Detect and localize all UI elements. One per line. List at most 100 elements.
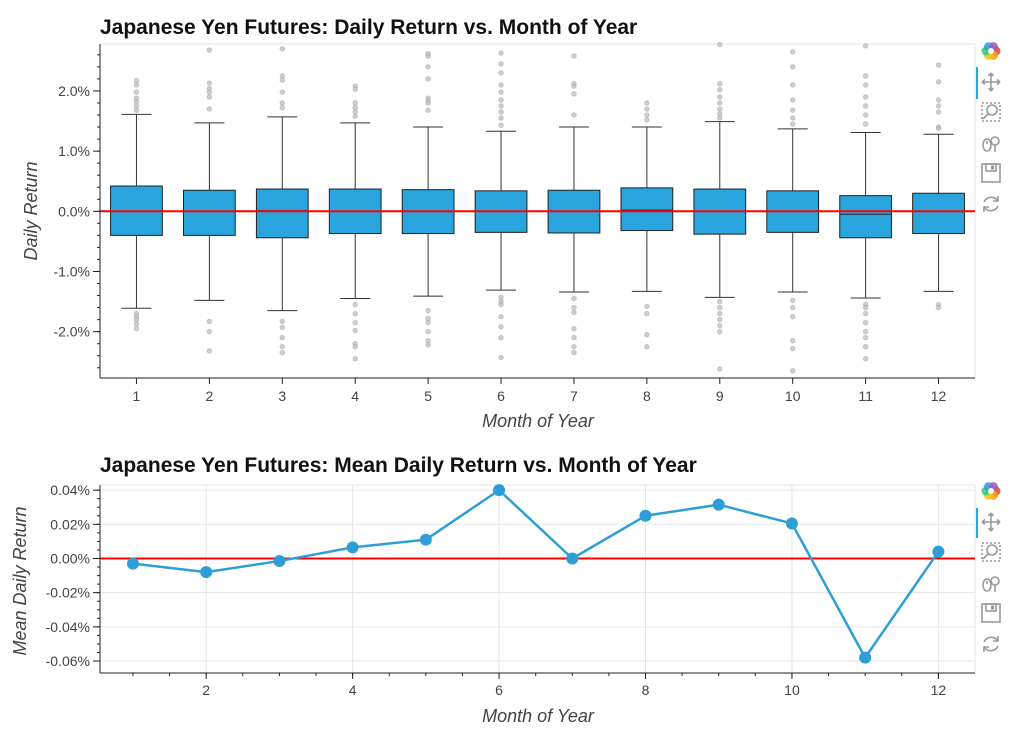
outlier-point: [571, 343, 577, 350]
outlier-point: [425, 64, 431, 70]
outlier-point: [862, 334, 869, 341]
outlier-point: [789, 82, 796, 88]
pan-icon[interactable]: [980, 71, 1002, 93]
outlier-point: [352, 319, 359, 326]
outlier-point: [279, 324, 286, 331]
save-icon[interactable]: [980, 602, 1002, 624]
outlier-point: [425, 319, 431, 326]
outlier-point: [935, 97, 942, 103]
outlier-point: [352, 310, 359, 317]
wheel-zoom-icon[interactable]: [980, 572, 1002, 594]
line-chart-frame: [99, 484, 976, 674]
outlier-point: [571, 83, 577, 89]
box: [255, 188, 309, 239]
outlier-point: [425, 307, 431, 314]
bokeh-logo-icon: [980, 480, 1002, 502]
outlier-point: [716, 366, 723, 372]
outlier-point: [498, 301, 504, 308]
outlier-point: [862, 94, 869, 100]
outlier-point: [425, 107, 431, 113]
line-toolbar: [976, 480, 1006, 670]
mean-return-point: [859, 651, 872, 664]
box-zoom-icon[interactable]: [980, 101, 1002, 123]
outlier-point: [498, 50, 504, 56]
wheel-zoom-icon[interactable]: [980, 132, 1002, 154]
outlier-point: [206, 94, 213, 100]
outlier-point: [279, 46, 286, 52]
save-icon[interactable]: [980, 162, 1002, 184]
line-ylabel: Mean Daily Return: [10, 506, 30, 655]
box: [912, 192, 965, 235]
outlier-point: [352, 327, 359, 334]
mean-return-point: [785, 517, 798, 530]
outlier-point: [862, 112, 869, 118]
outlier-point: [498, 324, 504, 330]
outlier-point: [789, 64, 796, 70]
outlier-point: [206, 106, 213, 112]
outlier-point: [498, 82, 504, 88]
y-tick-label: -2.0%: [53, 324, 90, 340]
y-tick-label: -0.04%: [46, 619, 90, 635]
x-tick-label: 2: [202, 682, 210, 698]
outlier-point: [935, 62, 942, 68]
outlier-point: [862, 73, 869, 79]
x-tick-label: 2: [205, 388, 213, 404]
boxplot-ylabel: Daily Return: [21, 161, 41, 260]
outlier-point: [498, 103, 504, 109]
x-tick-label: 5: [424, 388, 432, 404]
outlier-point: [644, 303, 650, 310]
outlier-point: [279, 349, 286, 356]
outlier-point: [716, 100, 723, 106]
x-tick-label: 10: [784, 682, 800, 698]
outlier-point: [789, 97, 796, 103]
outlier-point: [571, 349, 577, 356]
x-tick-label: 11: [858, 388, 873, 404]
outlier-point: [206, 80, 213, 86]
outlier-point: [862, 43, 869, 49]
pan-icon[interactable]: [980, 511, 1002, 533]
outlier-point: [644, 343, 650, 350]
box: [620, 187, 674, 232]
outlier-point: [644, 112, 650, 118]
outlier-point: [352, 355, 359, 362]
x-tick-label: 6: [497, 388, 505, 404]
outlier-point: [425, 53, 431, 59]
x-tick-label: 3: [278, 388, 286, 404]
outlier-point: [789, 115, 796, 121]
outlier-point: [935, 79, 942, 85]
outlier-point: [716, 322, 723, 329]
outlier-point: [206, 318, 213, 325]
outlier-point: [571, 304, 577, 311]
outlier-point: [716, 94, 723, 100]
outlier-point: [279, 343, 286, 350]
outlier-point: [498, 89, 504, 95]
box: [839, 195, 893, 239]
y-tick-label: 1.0%: [58, 143, 90, 159]
reset-icon[interactable]: [980, 193, 1002, 215]
mean-return-point: [419, 533, 432, 546]
outlier-point: [862, 343, 869, 350]
outlier-point: [862, 319, 869, 326]
mean-return-point: [200, 566, 213, 579]
outlier-point: [571, 334, 577, 341]
outlier-point: [279, 334, 286, 341]
boxplot-svg: Japanese Yen Futures: Daily Return vs. M…: [21, 16, 976, 431]
reset-icon[interactable]: [980, 633, 1002, 655]
outlier-point: [352, 100, 359, 106]
outlier-point: [498, 109, 504, 115]
mean-return-point: [639, 509, 652, 522]
outlier-point: [716, 304, 723, 311]
outlier-point: [425, 342, 431, 348]
boxplot-chart: Japanese Yen Futures: Daily Return vs. M…: [21, 16, 1002, 431]
outlier-point: [206, 328, 213, 335]
outlier-point: [425, 76, 431, 82]
outlier-point: [935, 304, 942, 311]
box-zoom-icon[interactable]: [980, 541, 1002, 563]
outlier-point: [789, 297, 796, 304]
outlier-point: [716, 86, 723, 93]
mean-return-point: [712, 498, 725, 511]
outlier-point: [498, 61, 504, 67]
outlier-point: [862, 328, 869, 335]
outlier-point: [644, 310, 650, 317]
y-tick-label: -1.0%: [53, 263, 90, 279]
